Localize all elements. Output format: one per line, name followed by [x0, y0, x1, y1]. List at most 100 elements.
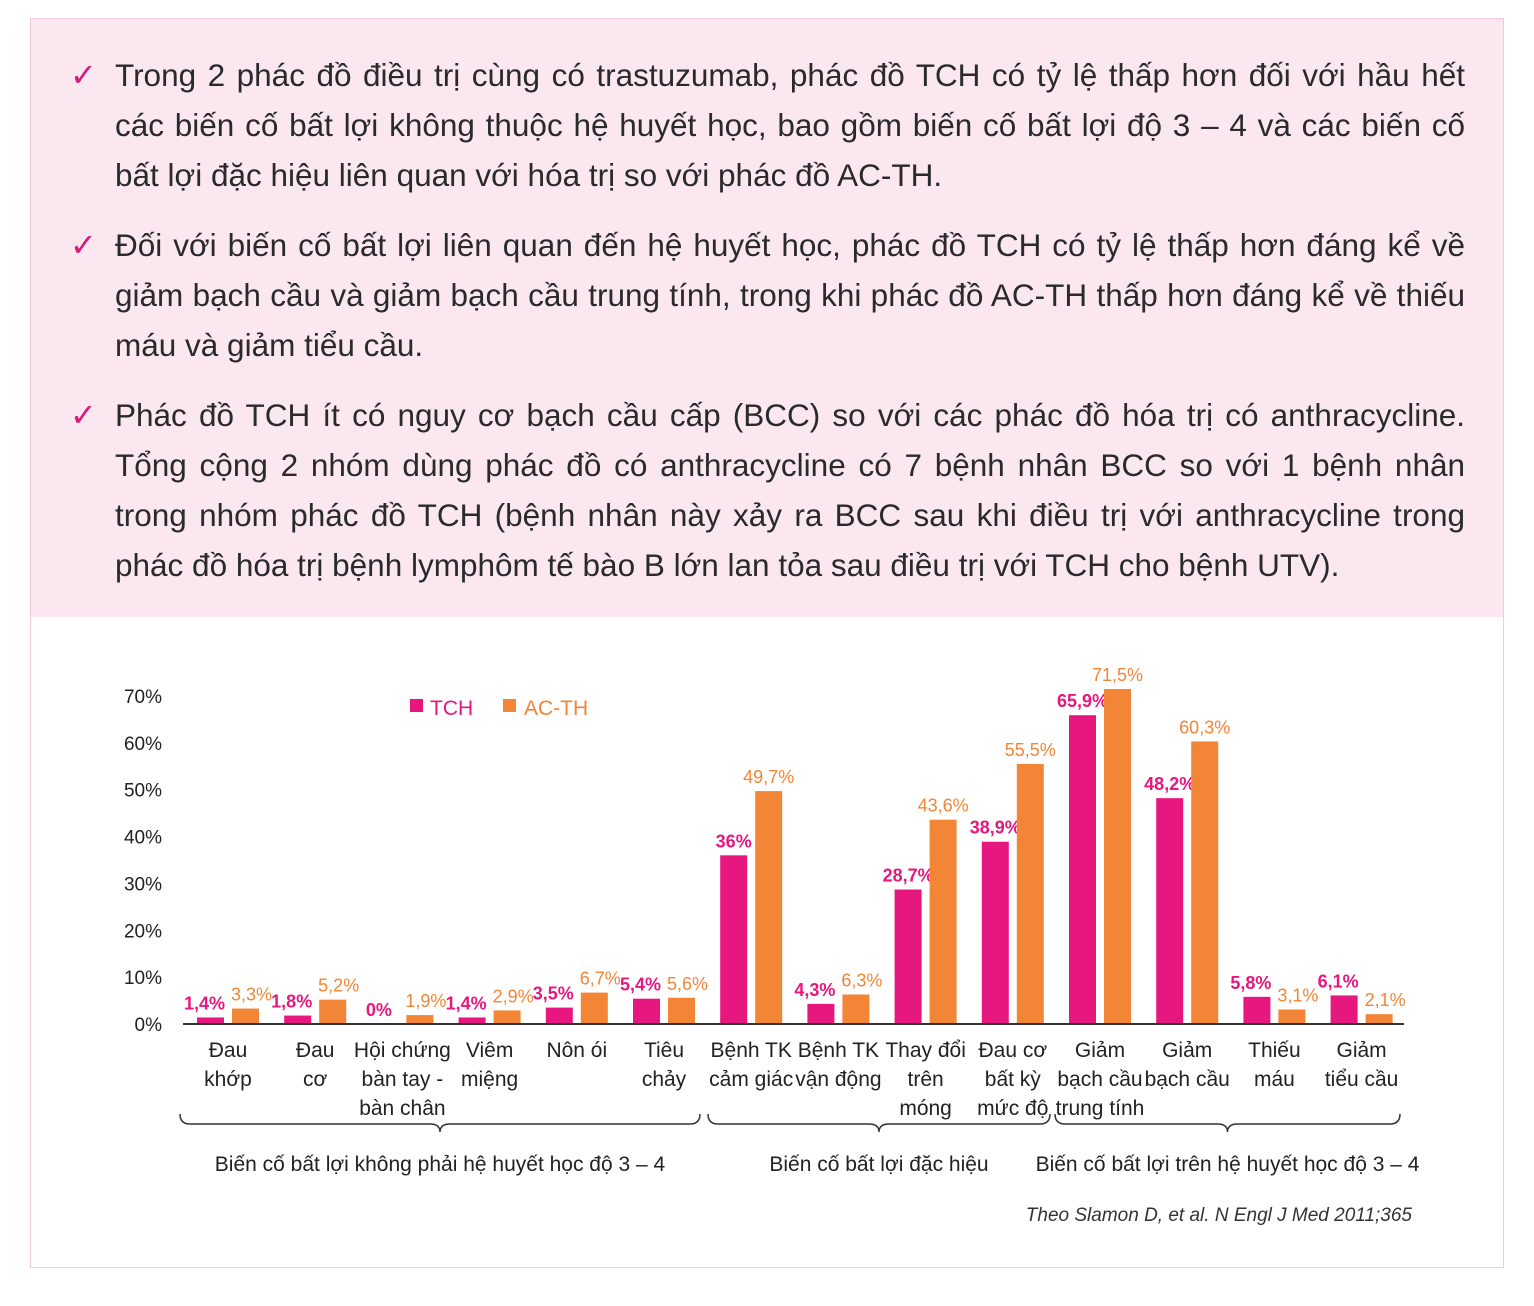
bar-acth: [580, 992, 608, 1024]
category-label: cảm giác: [709, 1068, 793, 1091]
group-label: Biến cố bất lợi đặc hiệu: [769, 1153, 988, 1176]
check-icon: ✓: [70, 226, 97, 264]
category-label: Thay đổi: [885, 1039, 966, 1062]
category-label: Tiêu: [644, 1039, 684, 1062]
bar-tch: [633, 998, 660, 1024]
bar-acth: [1365, 1014, 1393, 1024]
data-label-tch: 6,1%: [1318, 971, 1359, 991]
data-label-acth: 5,6%: [667, 974, 708, 994]
legend-swatch-acth: [503, 699, 516, 712]
group-label: Biến cố bất lợi không phải hệ huyết học …: [215, 1153, 666, 1176]
category-label: tiểu cầu: [1325, 1068, 1399, 1091]
source-citation: Theo Slamon D, et al. N Engl J Med 2011;…: [1025, 1205, 1412, 1226]
data-label-acth: 6,7%: [580, 969, 621, 989]
data-label-tch: 1,4%: [184, 993, 225, 1013]
data-label-acth: 1,9%: [405, 991, 446, 1011]
data-label-acth: 60,3%: [1179, 717, 1230, 737]
figure-frame: [30, 18, 1504, 1268]
category-label: chảy: [642, 1068, 687, 1091]
category-label: mức độ: [977, 1097, 1048, 1120]
y-tick-label: 70%: [124, 687, 162, 708]
bar-tch: [1156, 798, 1184, 1024]
category-label: bạch cầu: [1057, 1068, 1142, 1091]
data-label-tch: 38,9%: [970, 818, 1021, 838]
category-label: Đau cơ: [978, 1039, 1047, 1062]
check-icon: ✓: [70, 56, 97, 94]
data-label-tch: 5,4%: [620, 975, 661, 995]
group-brace: [1054, 1113, 1401, 1133]
category-label: Đau: [296, 1039, 335, 1062]
category-label: Bệnh TK: [798, 1039, 879, 1062]
y-tick-label: 30%: [124, 874, 162, 895]
group-brace: [179, 1113, 701, 1133]
category-label: móng: [899, 1097, 952, 1120]
bar-acth: [1278, 1009, 1306, 1024]
category-label: Bệnh TK: [711, 1039, 792, 1062]
bar-acth: [406, 1015, 434, 1024]
bar-acth: [232, 1008, 259, 1024]
bar-acth: [1104, 688, 1131, 1024]
summary-bullet: ✓ Phác đồ TCH ít có nguy cơ bạch cầu cấp…: [70, 390, 1465, 590]
bar-tch: [1069, 715, 1096, 1024]
summary-list: ✓ Trong 2 phác đồ điều trị cùng có trast…: [70, 50, 1465, 610]
data-label-acth: 55,5%: [1005, 740, 1056, 760]
bullet-text: Đối với biến cố bất lợi liên quan đến hệ…: [115, 227, 1465, 363]
data-label-acth: 5,2%: [318, 976, 359, 996]
bar-tch: [1330, 995, 1358, 1024]
data-label-tch: 5,8%: [1230, 973, 1271, 993]
data-label-acth: 49,7%: [743, 767, 794, 787]
data-label-tch: 48,2%: [1144, 774, 1195, 794]
data-label-tch: 28,7%: [883, 866, 934, 886]
bullet-text: Phác đồ TCH ít có nguy cơ bạch cầu cấp (…: [115, 397, 1465, 583]
data-label-acth: 2,9%: [493, 986, 534, 1006]
bar-tch: [1243, 996, 1271, 1024]
category-label: trên: [908, 1068, 944, 1091]
category-label: Thiếu: [1248, 1039, 1301, 1062]
data-label-tch: 0%: [366, 1000, 392, 1020]
bar-acth: [668, 997, 695, 1024]
bar-tch: [458, 1017, 486, 1024]
category-label: trung tính: [1056, 1097, 1145, 1120]
category-label: Giảm: [1162, 1039, 1212, 1062]
y-tick-label: 20%: [124, 921, 162, 942]
data-label-tch: 3,5%: [533, 984, 574, 1004]
bar-tch: [284, 1015, 312, 1024]
group-label: Biến cố bất lợi trên hệ huyết học độ 3 –…: [1036, 1153, 1420, 1176]
data-label-acth: 3,1%: [1277, 985, 1318, 1005]
y-tick-label: 10%: [124, 968, 162, 989]
category-label: Hội chứng: [354, 1039, 451, 1062]
category-label: Giảm: [1337, 1039, 1387, 1062]
category-label: bạch cầu: [1145, 1068, 1230, 1091]
data-label-acth: 6,3%: [841, 970, 882, 990]
category-label: bàn chân: [359, 1097, 445, 1120]
data-label-acth: 3,3%: [231, 985, 272, 1005]
summary-bullet: ✓ Trong 2 phác đồ điều trị cùng có trast…: [70, 50, 1465, 200]
category-label: máu: [1254, 1068, 1295, 1091]
bar-tch: [981, 841, 1009, 1024]
bar-tch: [197, 1017, 224, 1024]
category-label: miệng: [461, 1068, 518, 1091]
data-label-acth: 2,1%: [1365, 990, 1406, 1010]
bar-acth: [755, 791, 783, 1024]
summary-box: [31, 19, 1503, 617]
y-tick-label: 0%: [135, 1015, 163, 1036]
bar-tch: [545, 1007, 573, 1024]
y-tick-label: 50%: [124, 781, 162, 802]
category-label: Đau: [209, 1039, 248, 1062]
bar-acth: [319, 999, 347, 1024]
y-tick-label: 40%: [124, 828, 162, 849]
category-label: Nôn ói: [546, 1039, 607, 1062]
category-label: Giảm: [1075, 1039, 1125, 1062]
data-label-tch: 1,4%: [446, 993, 487, 1013]
bar-acth: [1016, 763, 1044, 1024]
bar-tch: [807, 1003, 835, 1024]
category-label: cơ: [303, 1068, 328, 1091]
legend-swatch-tch: [410, 699, 423, 712]
bar-acth: [1191, 741, 1219, 1024]
bar-acth: [842, 994, 870, 1024]
bar-acth: [493, 1010, 521, 1024]
check-icon: ✓: [70, 396, 97, 434]
data-label-tch: 65,9%: [1057, 691, 1108, 711]
bar-tch: [720, 855, 748, 1024]
category-label: bàn tay -: [362, 1068, 444, 1091]
